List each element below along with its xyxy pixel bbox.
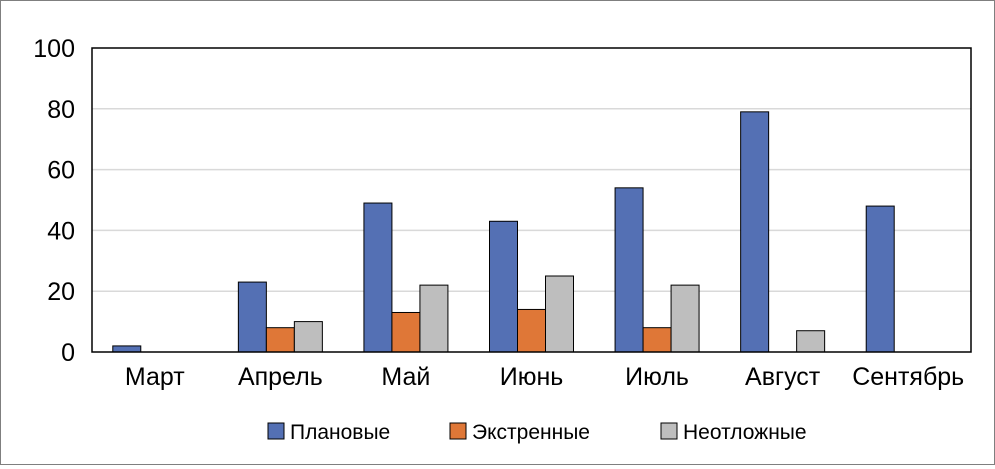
- bar: [489, 220, 518, 353]
- y-tick-label: 100: [33, 35, 75, 63]
- bar: [112, 345, 142, 353]
- legend-swatch: [660, 422, 678, 440]
- y-tick-label: 40: [47, 217, 75, 245]
- bar: [614, 187, 644, 353]
- bar: [391, 311, 421, 353]
- bar: [670, 284, 700, 353]
- legend: Плановые Экстренные Неотложные: [267, 421, 807, 444]
- bar: [237, 281, 267, 353]
- x-axis-ticks: Март Апрель Май Июнь Июль Август Сентябрь: [125, 363, 964, 391]
- bar: [419, 284, 449, 353]
- plot-area-frame: [91, 47, 972, 353]
- bar: [265, 327, 295, 353]
- bar: [865, 205, 895, 353]
- gridlines: [92, 108, 971, 292]
- y-tick-label: 0: [61, 339, 75, 367]
- legend-swatch: [267, 422, 285, 440]
- y-tick-label: 60: [47, 157, 75, 185]
- legend-swatch: [449, 422, 467, 440]
- bar: [740, 111, 770, 353]
- x-tick-label: Август: [745, 363, 821, 391]
- x-tick-label: Сентябрь: [852, 363, 964, 391]
- bars: [112, 111, 895, 353]
- bar: [545, 275, 574, 353]
- bar: [293, 321, 323, 353]
- y-axis-ticks: 0 20 40 60 80 100: [33, 35, 75, 367]
- legend-label: Экстренные: [472, 421, 590, 444]
- bar: [363, 202, 393, 353]
- legend-label: Неотложные: [683, 421, 807, 444]
- x-tick-label: Апрель: [238, 363, 323, 391]
- x-tick-label: Июнь: [500, 363, 564, 391]
- x-tick-label: Май: [381, 363, 430, 391]
- x-tick-label: Июль: [625, 363, 689, 391]
- bar: [517, 308, 546, 353]
- x-tick-label: Март: [125, 363, 185, 391]
- bar: [642, 327, 672, 353]
- y-tick-label: 80: [47, 96, 75, 124]
- legend-label: Плановые: [290, 421, 390, 444]
- bar: [796, 330, 826, 353]
- y-tick-label: 20: [47, 278, 75, 306]
